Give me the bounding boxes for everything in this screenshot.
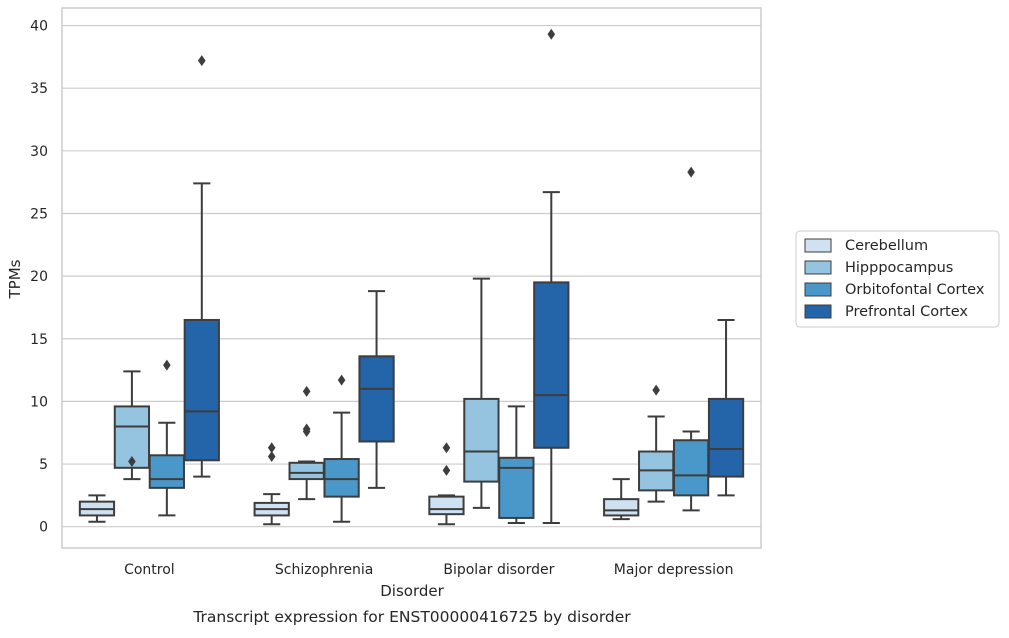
legend-swatch — [804, 238, 832, 253]
box — [463, 397, 500, 483]
outlier-point — [547, 28, 556, 40]
box-group — [498, 405, 535, 524]
y-tick-label: 5 — [39, 457, 48, 473]
y-tick-label: 25 — [30, 206, 48, 222]
box — [183, 318, 220, 462]
box-group — [113, 370, 151, 481]
y-tick-label: 40 — [30, 19, 48, 35]
outlier-point — [442, 442, 451, 454]
box — [533, 281, 570, 449]
box-group — [323, 374, 360, 523]
legend-swatch — [804, 260, 832, 275]
box — [498, 456, 535, 519]
legend: Cerebellum Hipppocampus Orbitofontal Corte… — [795, 230, 1000, 328]
box-group — [183, 55, 220, 478]
legend-label: Prefrontal Cortex — [845, 304, 968, 320]
legend-frame — [795, 230, 1000, 328]
x-tick-label: Control — [124, 562, 175, 578]
box — [707, 397, 745, 478]
legend-swatch — [804, 304, 832, 319]
legend-swatch — [804, 282, 832, 297]
x-axis-label: Disorder — [380, 582, 444, 600]
chart-caption: Transcript expression for ENST0000041672… — [192, 608, 631, 626]
box-group — [358, 290, 395, 489]
box-groups — [78, 28, 745, 526]
box-group — [253, 442, 290, 526]
outlier-point — [302, 385, 311, 397]
y-tick-label: 10 — [30, 394, 48, 410]
box — [288, 461, 325, 481]
box-group — [463, 277, 500, 509]
x-tick-label: Bipolar disorder — [443, 562, 554, 578]
box-group — [672, 166, 710, 512]
box — [672, 439, 710, 497]
outlier-point — [267, 442, 276, 454]
outlier-point — [337, 374, 346, 386]
box-group — [638, 384, 675, 503]
box-group — [78, 494, 116, 523]
y-tick-label: 35 — [30, 81, 48, 97]
x-axis-ticks: Control Schizophrenia Bipolar disorder Majo… — [124, 562, 733, 578]
outlier-point — [128, 456, 136, 468]
plot-area-frame — [61, 7, 762, 549]
box-group — [428, 442, 465, 526]
y-axis-ticks: 0 5 10 15 20 25 30 35 40 — [30, 19, 48, 536]
box — [148, 454, 185, 489]
box-group — [707, 318, 745, 497]
legend-label: Hipppocampus — [845, 260, 953, 276]
y-tick-label: 20 — [30, 269, 48, 285]
box-group — [603, 478, 640, 521]
box-group — [288, 385, 325, 501]
outlier-point — [302, 423, 311, 435]
outlier-point — [442, 464, 451, 476]
box — [428, 495, 465, 516]
box — [323, 458, 360, 498]
outlier-point — [267, 451, 276, 463]
x-tick-label: Major depression — [614, 562, 734, 578]
outlier-point — [652, 384, 660, 396]
box — [358, 355, 395, 443]
box-group — [148, 359, 185, 517]
y-tick-label: 0 — [39, 520, 48, 536]
x-tick-label: Schizophrenia — [275, 562, 373, 578]
legend-label: Orbitofontal Cortex — [845, 282, 985, 298]
legend-label: Cerebellum — [845, 238, 928, 254]
outlier-point — [687, 166, 695, 178]
outlier-point — [163, 359, 171, 371]
y-tick-label: 30 — [30, 144, 48, 160]
outlier-point — [198, 55, 206, 67]
box — [603, 498, 640, 517]
box-group — [533, 28, 570, 524]
y-tick-label: 15 — [30, 332, 48, 348]
y-axis-label: TPMs — [6, 259, 24, 299]
